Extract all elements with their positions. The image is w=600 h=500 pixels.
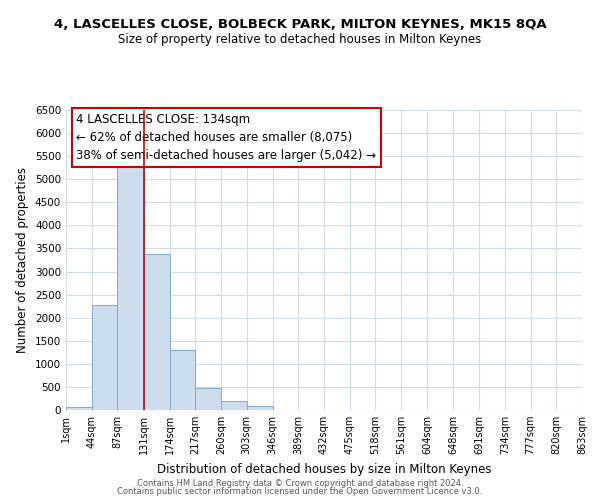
Bar [92, 305, 118, 410]
Text: Contains HM Land Registry data © Crown copyright and database right 2024.: Contains HM Land Registry data © Crown c… [137, 478, 463, 488]
Bar [144, 254, 170, 410]
X-axis label: Distribution of detached houses by size in Milton Keynes: Distribution of detached houses by size … [157, 462, 491, 475]
Bar [247, 406, 272, 410]
Bar [118, 160, 144, 410]
Y-axis label: Number of detached properties: Number of detached properties [16, 167, 29, 353]
Text: 4, LASCELLES CLOSE, BOLBECK PARK, MILTON KEYNES, MK15 8QA: 4, LASCELLES CLOSE, BOLBECK PARK, MILTON… [53, 18, 547, 30]
Bar [66, 406, 92, 410]
Text: Size of property relative to detached houses in Milton Keynes: Size of property relative to detached ho… [118, 32, 482, 46]
Bar [170, 350, 195, 410]
Text: 4 LASCELLES CLOSE: 134sqm
← 62% of detached houses are smaller (8,075)
38% of se: 4 LASCELLES CLOSE: 134sqm ← 62% of detac… [76, 113, 376, 162]
Bar [221, 402, 247, 410]
Text: Contains public sector information licensed under the Open Government Licence v3: Contains public sector information licen… [118, 487, 482, 496]
Bar [195, 388, 221, 410]
